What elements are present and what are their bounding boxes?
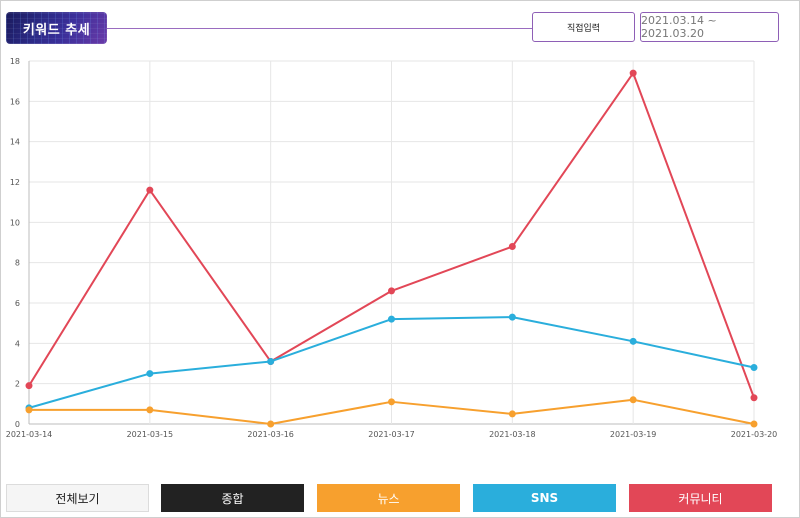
data-point-news (267, 420, 275, 428)
data-point-sns (146, 370, 154, 378)
data-point-news (25, 406, 33, 414)
y-tick-label: 2 (15, 380, 20, 389)
y-tick-label: 8 (15, 259, 20, 268)
x-tick-label: 2021-03-15 (127, 430, 174, 439)
y-tick-label: 18 (10, 57, 20, 66)
filter-all-button[interactable]: 전체보기 (6, 484, 149, 512)
title-badge: 키워드 추세 (6, 12, 107, 44)
data-point-news (388, 398, 395, 406)
data-point-community (388, 287, 395, 295)
data-point-news (750, 420, 758, 428)
x-tick-label: 2021-03-19 (610, 430, 657, 439)
y-tick-label: 16 (10, 97, 20, 106)
y-tick-label: 0 (15, 420, 20, 429)
filter-news-button[interactable]: 뉴스 (317, 484, 460, 512)
data-point-news (629, 396, 637, 404)
data-point-sns (629, 337, 637, 345)
filter-community-button[interactable]: 커뮤니티 (629, 484, 772, 512)
line-chart: 0 2 4 6 8 10 12 14 16 18 2021-03-14 2021-03-15 2021-… (0, 50, 800, 450)
filter-sns-button[interactable]: SNS (473, 484, 616, 512)
data-point-news (146, 406, 154, 414)
y-tick-label: 4 (15, 339, 20, 348)
y-tick-label: 10 (10, 218, 20, 227)
data-point-sns (750, 364, 758, 372)
y-tick-label: 12 (10, 178, 20, 187)
data-point-news (508, 410, 516, 418)
x-tick-label: 2021-03-18 (489, 430, 536, 439)
x-tick-label: 2021-03-14 (6, 430, 53, 439)
data-point-sns (508, 313, 516, 321)
x-tick-label: 2021-03-20 (731, 430, 778, 439)
y-tick-label: 14 (10, 138, 20, 147)
data-point-sns (267, 357, 275, 365)
x-tick-label: 2021-03-16 (247, 430, 294, 439)
data-point-community (629, 69, 637, 77)
date-range-field[interactable]: 2021.03.14 ~ 2021.03.20 (640, 12, 779, 42)
header-divider (107, 28, 532, 29)
data-point-sns (388, 315, 395, 323)
filter-bar: 전체보기 종합 뉴스 SNS 커뮤니티 (6, 484, 796, 512)
x-tick-label: 2021-03-17 (368, 430, 415, 439)
direct-input-button[interactable]: 직접입력 (532, 12, 635, 42)
data-point-community (750, 394, 758, 402)
data-point-community (146, 186, 154, 194)
y-tick-label: 6 (15, 299, 20, 308)
line-chart-svg: 0 2 4 6 8 10 12 14 16 18 2021-03-14 2021-03-15 2021-… (6, 57, 778, 439)
filter-total-button[interactable]: 종합 (161, 484, 304, 512)
data-point-community (508, 243, 516, 251)
page-title: 키워드 추세 (22, 22, 91, 38)
data-point-community (25, 382, 33, 390)
